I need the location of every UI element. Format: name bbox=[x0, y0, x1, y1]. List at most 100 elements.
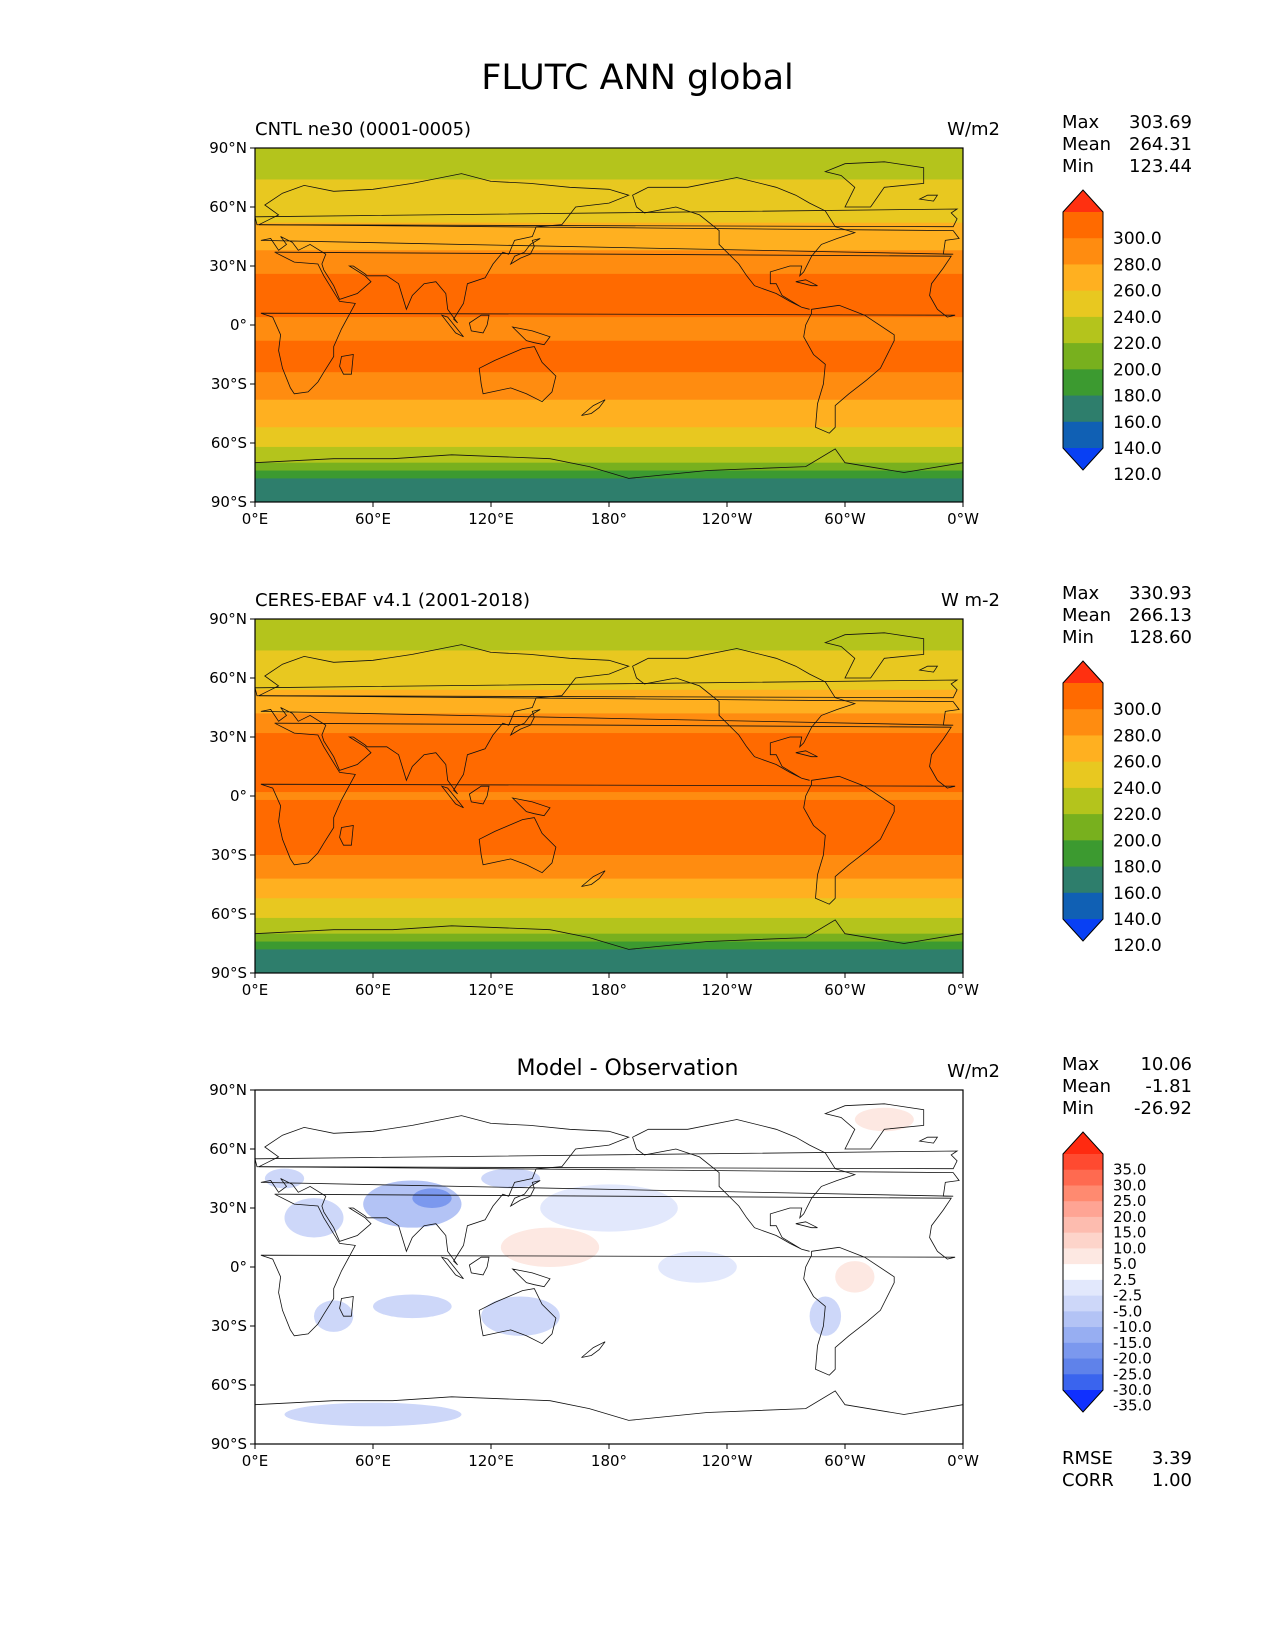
coastline-uk bbox=[255, 208, 959, 228]
field-band bbox=[255, 843, 963, 848]
colorbar-segment bbox=[1063, 369, 1103, 397]
y-tick-label: 60°N bbox=[209, 198, 247, 216]
field-band bbox=[255, 792, 963, 797]
stat-min-value: 128.60 bbox=[1129, 627, 1192, 648]
field-band bbox=[255, 902, 963, 907]
field-band bbox=[255, 740, 963, 746]
y-tick-label: 30°N bbox=[209, 728, 247, 746]
field-band bbox=[255, 380, 963, 385]
field-band bbox=[255, 250, 963, 255]
coastline-uk bbox=[255, 1150, 959, 1170]
stat-mean-label: Mean bbox=[1062, 1076, 1112, 1097]
coastline-northamerica bbox=[632, 177, 857, 310]
field-band bbox=[255, 391, 963, 397]
field-band bbox=[255, 674, 963, 679]
field-band bbox=[255, 328, 963, 334]
stat-max-value: 330.93 bbox=[1129, 583, 1192, 604]
field-band bbox=[255, 151, 963, 157]
field-band bbox=[255, 772, 963, 777]
colorbar-tick-label: 200.0 bbox=[1113, 360, 1162, 380]
coastline-cuba bbox=[795, 750, 818, 758]
field-band bbox=[255, 234, 963, 240]
colorbar-tick-label: 180.0 bbox=[1113, 387, 1162, 407]
field-band bbox=[255, 760, 963, 766]
colorbar-segment bbox=[1063, 1279, 1103, 1297]
colorbar-tick-label: -10.0 bbox=[1113, 1318, 1152, 1336]
colorbar-tick-label: -15.0 bbox=[1113, 1334, 1152, 1352]
field-band bbox=[255, 882, 963, 888]
stat-min-value: -26.92 bbox=[1133, 1098, 1192, 1119]
colorbar-tick-label: 120.0 bbox=[1113, 465, 1162, 485]
coastline-greenland bbox=[823, 632, 925, 679]
anomaly-patch bbox=[481, 1168, 541, 1189]
field-band bbox=[255, 969, 963, 973]
colorbar-segment bbox=[1063, 735, 1103, 763]
field-band bbox=[255, 851, 963, 856]
field-band bbox=[255, 372, 963, 377]
field-band bbox=[255, 454, 963, 460]
field-band bbox=[255, 384, 963, 389]
field-band bbox=[255, 242, 963, 247]
field-band bbox=[255, 721, 963, 726]
corr-value: 1.00 bbox=[1151, 1470, 1192, 1491]
anomaly-patch bbox=[284, 1198, 344, 1238]
field-band bbox=[255, 831, 963, 836]
field-band bbox=[255, 332, 963, 338]
colorbar-segment bbox=[1063, 1264, 1103, 1281]
field-band bbox=[255, 466, 963, 472]
field-band bbox=[255, 238, 963, 243]
coastline-cuba bbox=[795, 1221, 818, 1229]
field-band bbox=[255, 191, 963, 196]
coastline-newzealand bbox=[581, 1341, 606, 1358]
coastline-greenland bbox=[823, 161, 925, 208]
field-band bbox=[255, 305, 963, 310]
field-band bbox=[255, 486, 963, 491]
colorbar: 300.0 280.0 260.0 240.0 220.0 200.0 180.0 160.0… bbox=[1062, 660, 1162, 956]
y-tick-label: 90°S bbox=[211, 493, 247, 511]
coastline-japan bbox=[509, 1180, 541, 1208]
colorbar-segment bbox=[1063, 683, 1103, 710]
field-band bbox=[255, 450, 963, 456]
field-band bbox=[255, 266, 963, 271]
colorbar-tick-label: 300.0 bbox=[1113, 229, 1162, 249]
field-band bbox=[255, 933, 963, 939]
field-band bbox=[255, 689, 963, 695]
stat-min-label: Min bbox=[1062, 1098, 1094, 1119]
x-tick-label: 60°E bbox=[355, 981, 391, 999]
field-band bbox=[255, 768, 963, 773]
colorbar-segment bbox=[1063, 761, 1103, 789]
colorbar-tick-label: 240.0 bbox=[1113, 779, 1162, 799]
anomaly-patch bbox=[500, 1227, 600, 1267]
field-band bbox=[255, 874, 963, 880]
colorbar-tick-label: 20.0 bbox=[1113, 1208, 1146, 1226]
field-band bbox=[255, 961, 963, 966]
field-band bbox=[255, 622, 963, 628]
field-band bbox=[255, 878, 963, 884]
coastlines bbox=[255, 1103, 963, 1421]
field-band bbox=[255, 890, 963, 895]
colorbar-tick-label: -30.0 bbox=[1113, 1381, 1152, 1399]
field-band bbox=[255, 297, 963, 302]
field-band bbox=[255, 886, 963, 891]
coastline-australia bbox=[478, 346, 557, 403]
field-band bbox=[255, 281, 963, 287]
y-tick-label: 0° bbox=[230, 316, 247, 334]
field-band bbox=[255, 403, 963, 409]
y-tick-label: 30°S bbox=[211, 375, 247, 393]
field-band bbox=[255, 957, 963, 962]
field-band bbox=[255, 630, 963, 636]
colorbar-segment bbox=[1063, 316, 1103, 344]
coastline-northamerica bbox=[632, 1119, 857, 1252]
field-band bbox=[255, 705, 963, 711]
field-band bbox=[255, 462, 963, 468]
coastline-uk bbox=[255, 679, 959, 699]
field-band bbox=[255, 701, 963, 707]
field-band bbox=[255, 325, 963, 330]
field-band bbox=[255, 921, 963, 927]
field-band bbox=[255, 729, 963, 734]
field-band bbox=[255, 309, 963, 314]
colorbar-tick-label: 140.0 bbox=[1113, 910, 1162, 930]
colorbar-segment bbox=[1063, 1295, 1103, 1312]
field-band bbox=[255, 866, 963, 872]
colorbar-segment bbox=[1063, 1201, 1103, 1218]
